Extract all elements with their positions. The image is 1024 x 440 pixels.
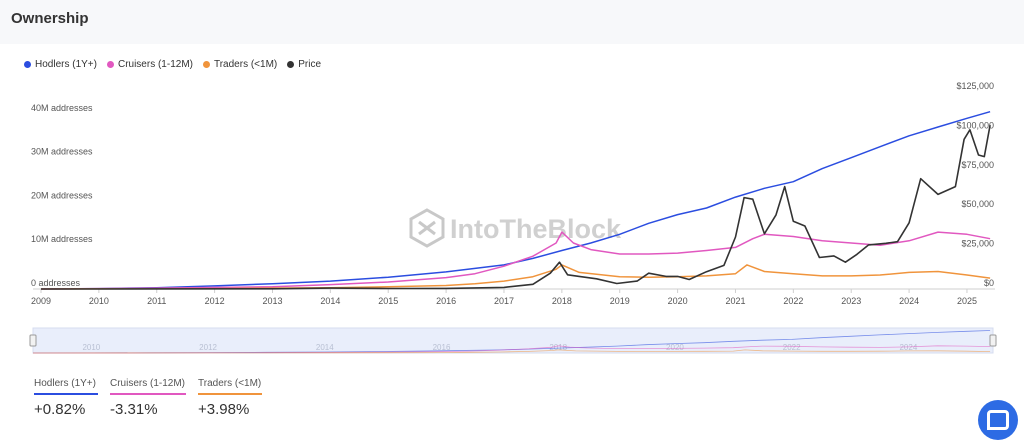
stat-hodlers[interactable]: Hodlers (1Y+) +0.82% xyxy=(34,378,98,418)
y-left-tick-label: 40M addresses xyxy=(31,103,93,113)
series-line-price xyxy=(40,124,991,290)
x-tick-label: 2009 xyxy=(31,296,51,306)
x-tick-label: 2010 xyxy=(89,296,109,306)
watermark-text: IntoTheBlock xyxy=(450,214,622,244)
y-right-tick-label: $75,000 xyxy=(961,160,994,170)
legend-item-cruisers[interactable]: Cruisers (1-12M) xyxy=(106,59,193,70)
navigator-tick-label: 2022 xyxy=(783,343,801,352)
range-navigator[interactable]: 2010 2012 2014 2016 2018 2020 2022 2024 xyxy=(29,327,997,354)
navigator-tick-label: 2024 xyxy=(899,343,917,352)
y-right-tick-label: $50,000 xyxy=(961,199,994,209)
series-lines xyxy=(40,110,991,290)
y-axis-left: 0 addresses 10M addresses 20M addresses 30M… xyxy=(31,103,93,288)
legend-item-price[interactable]: Price xyxy=(287,59,321,70)
series-line-traders-1m xyxy=(40,264,991,290)
navigator-tick-label: 2018 xyxy=(549,343,567,352)
y-right-tick-label: $100,000 xyxy=(956,120,994,130)
x-tick-label: 2011 xyxy=(147,296,166,306)
legend-label-traders: Traders (<1M) xyxy=(213,59,278,70)
x-tick-label: 2013 xyxy=(262,296,282,306)
x-tick-label: 2017 xyxy=(494,296,514,306)
legend-dot-cruisers xyxy=(106,61,114,68)
x-tick-label: 2012 xyxy=(205,296,225,306)
watermark-logo-icon xyxy=(409,208,445,248)
series-line-hodlers-1y xyxy=(40,110,991,290)
legend-dot-traders xyxy=(202,61,210,68)
navigator-tick-label: 2016 xyxy=(433,343,451,352)
stat-label-hodlers: Hodlers (1Y+) xyxy=(34,378,98,395)
stat-label-cruisers: Cruisers (1-12M) xyxy=(110,378,186,395)
y-right-tick-label: $25,000 xyxy=(961,239,994,249)
y-left-tick-label: 30M addresses xyxy=(31,147,93,157)
x-tick-label: 2019 xyxy=(610,296,630,306)
stat-label-traders: Traders (<1M) xyxy=(198,378,262,395)
navigator-tick-label: 2010 xyxy=(82,343,100,352)
legend-dot-hodlers xyxy=(24,61,31,68)
x-tick-label: 2016 xyxy=(436,296,456,306)
navigator-handle[interactable] xyxy=(29,334,37,347)
legend-label-price: Price xyxy=(298,59,322,70)
x-tick-label: 2020 xyxy=(668,296,688,306)
x-tick-label: 2024 xyxy=(899,296,919,306)
navigator-tick-label: 2014 xyxy=(316,343,334,352)
x-tick-label: 2014 xyxy=(320,296,340,306)
x-tick-label: 2015 xyxy=(378,296,398,306)
chart-legend: Hodlers (1Y+) Cruisers (1-12M) Traders (… xyxy=(24,59,321,70)
legend-dot-price xyxy=(287,61,295,68)
x-tick-label: 2021 xyxy=(725,296,745,306)
y-left-tick-label: 20M addresses xyxy=(31,190,93,200)
y-left-tick-label: 10M addresses xyxy=(31,234,93,244)
x-tick-label: 2025 xyxy=(957,296,977,306)
series-line-cruisers-1-12m xyxy=(40,231,991,290)
header-bar xyxy=(0,0,1024,44)
y-right-tick-label: $0 xyxy=(984,278,994,288)
legend-label-cruisers: Cruisers (1-12M) xyxy=(117,59,193,70)
navigator-series-line xyxy=(32,330,991,354)
watermark: IntoTheBlock xyxy=(409,208,622,248)
x-tick-label: 2022 xyxy=(783,296,803,306)
y-right-tick-label: $125,000 xyxy=(956,81,994,91)
navigator-series-line xyxy=(32,349,991,354)
legend-label-hodlers: Hodlers (1Y+) xyxy=(35,59,97,70)
stat-traders[interactable]: Traders (<1M) +3.98% xyxy=(198,378,262,418)
stats-row: Hodlers (1Y+) +0.82% Cruisers (1-12M) -3… xyxy=(34,378,262,418)
x-tick-label: 2023 xyxy=(841,296,861,306)
navigator-series-line xyxy=(32,345,991,354)
stat-value-hodlers: +0.82% xyxy=(34,401,86,418)
stat-value-cruisers: -3.31% xyxy=(110,401,158,418)
x-tick-label: 2018 xyxy=(552,296,572,306)
chat-button[interactable] xyxy=(978,400,1018,440)
legend-item-traders[interactable]: Traders (<1M) xyxy=(202,59,278,70)
page-title: Ownership xyxy=(11,10,89,27)
y-left-tick-label: 0 addresses xyxy=(31,278,81,288)
chat-icon xyxy=(987,410,1009,430)
ownership-chart[interactable]: IntoTheBlock 0 addresses 10M addresses 20M… xyxy=(0,0,1024,380)
x-axis: 2009 2010 2011 2012 2013 2014 2015 2016 2017 2018… xyxy=(31,289,977,306)
y-axis-right: $0 $25,000 $50,000 $75,000 $100,000 $125,000 xyxy=(956,81,994,288)
stat-value-traders: +3.98% xyxy=(198,401,250,418)
navigator-tick-label: 2020 xyxy=(666,343,684,352)
legend-item-hodlers[interactable]: Hodlers (1Y+) xyxy=(24,59,97,70)
navigator-handle[interactable] xyxy=(989,334,997,347)
stat-cruisers[interactable]: Cruisers (1-12M) -3.31% xyxy=(110,378,186,418)
navigator-tick-label: 2012 xyxy=(199,343,217,352)
